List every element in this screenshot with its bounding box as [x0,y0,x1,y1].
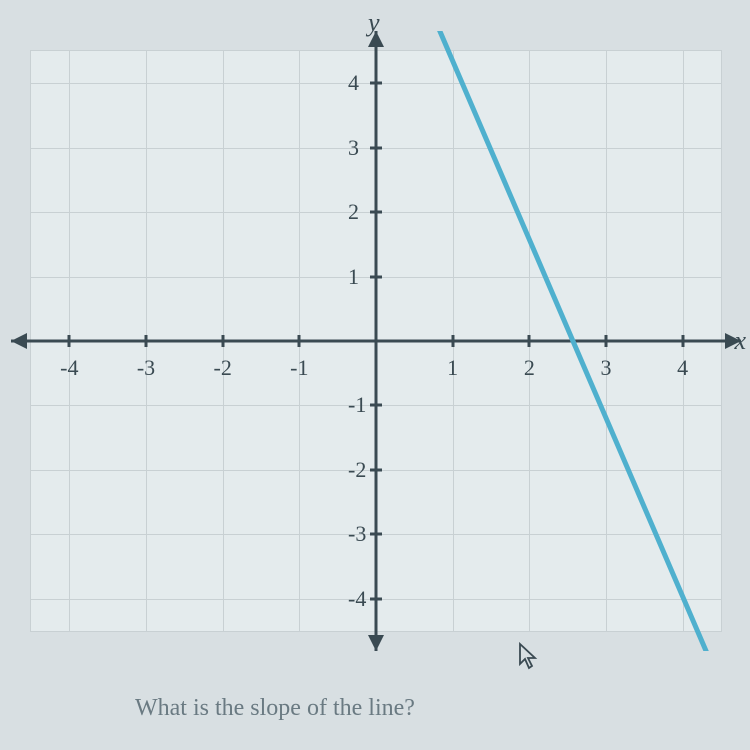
x-tick-label: -4 [60,355,78,381]
x-tick-label: -2 [213,355,231,381]
y-tick-label: -3 [348,521,366,547]
y-tick-label: 3 [348,135,359,161]
cursor-icon [516,642,540,680]
y-tick-label: 4 [348,70,359,96]
y-tick-label: -4 [348,586,366,612]
y-tick-label: -1 [348,392,366,418]
y-axis-arrow-up-icon [368,31,384,47]
x-tick-label: -3 [137,355,155,381]
x-axis [11,340,741,343]
x-axis-arrow-left-icon [11,333,27,349]
y-tick-label: -2 [348,457,366,483]
chart-container: y -4-3-2-11234-4-3-2-11234 x What is the… [0,0,750,750]
y-tick-label: 1 [348,264,359,290]
question-text: What is the slope of the line? [135,695,415,722]
y-axis-arrow-down-icon [368,635,384,651]
x-tick-label: 4 [677,355,688,381]
x-tick-label: 1 [447,355,458,381]
x-axis-label: x [734,326,746,356]
x-tick-label: 2 [524,355,535,381]
chart-plot-area: -4 -3 -2 -1 1 2 3 4 -4 -3 -2 -1 1 2 3 4 [30,50,722,632]
x-tick-label: -1 [290,355,308,381]
x-tick-label: 3 [601,355,612,381]
y-tick-label: 2 [348,199,359,225]
